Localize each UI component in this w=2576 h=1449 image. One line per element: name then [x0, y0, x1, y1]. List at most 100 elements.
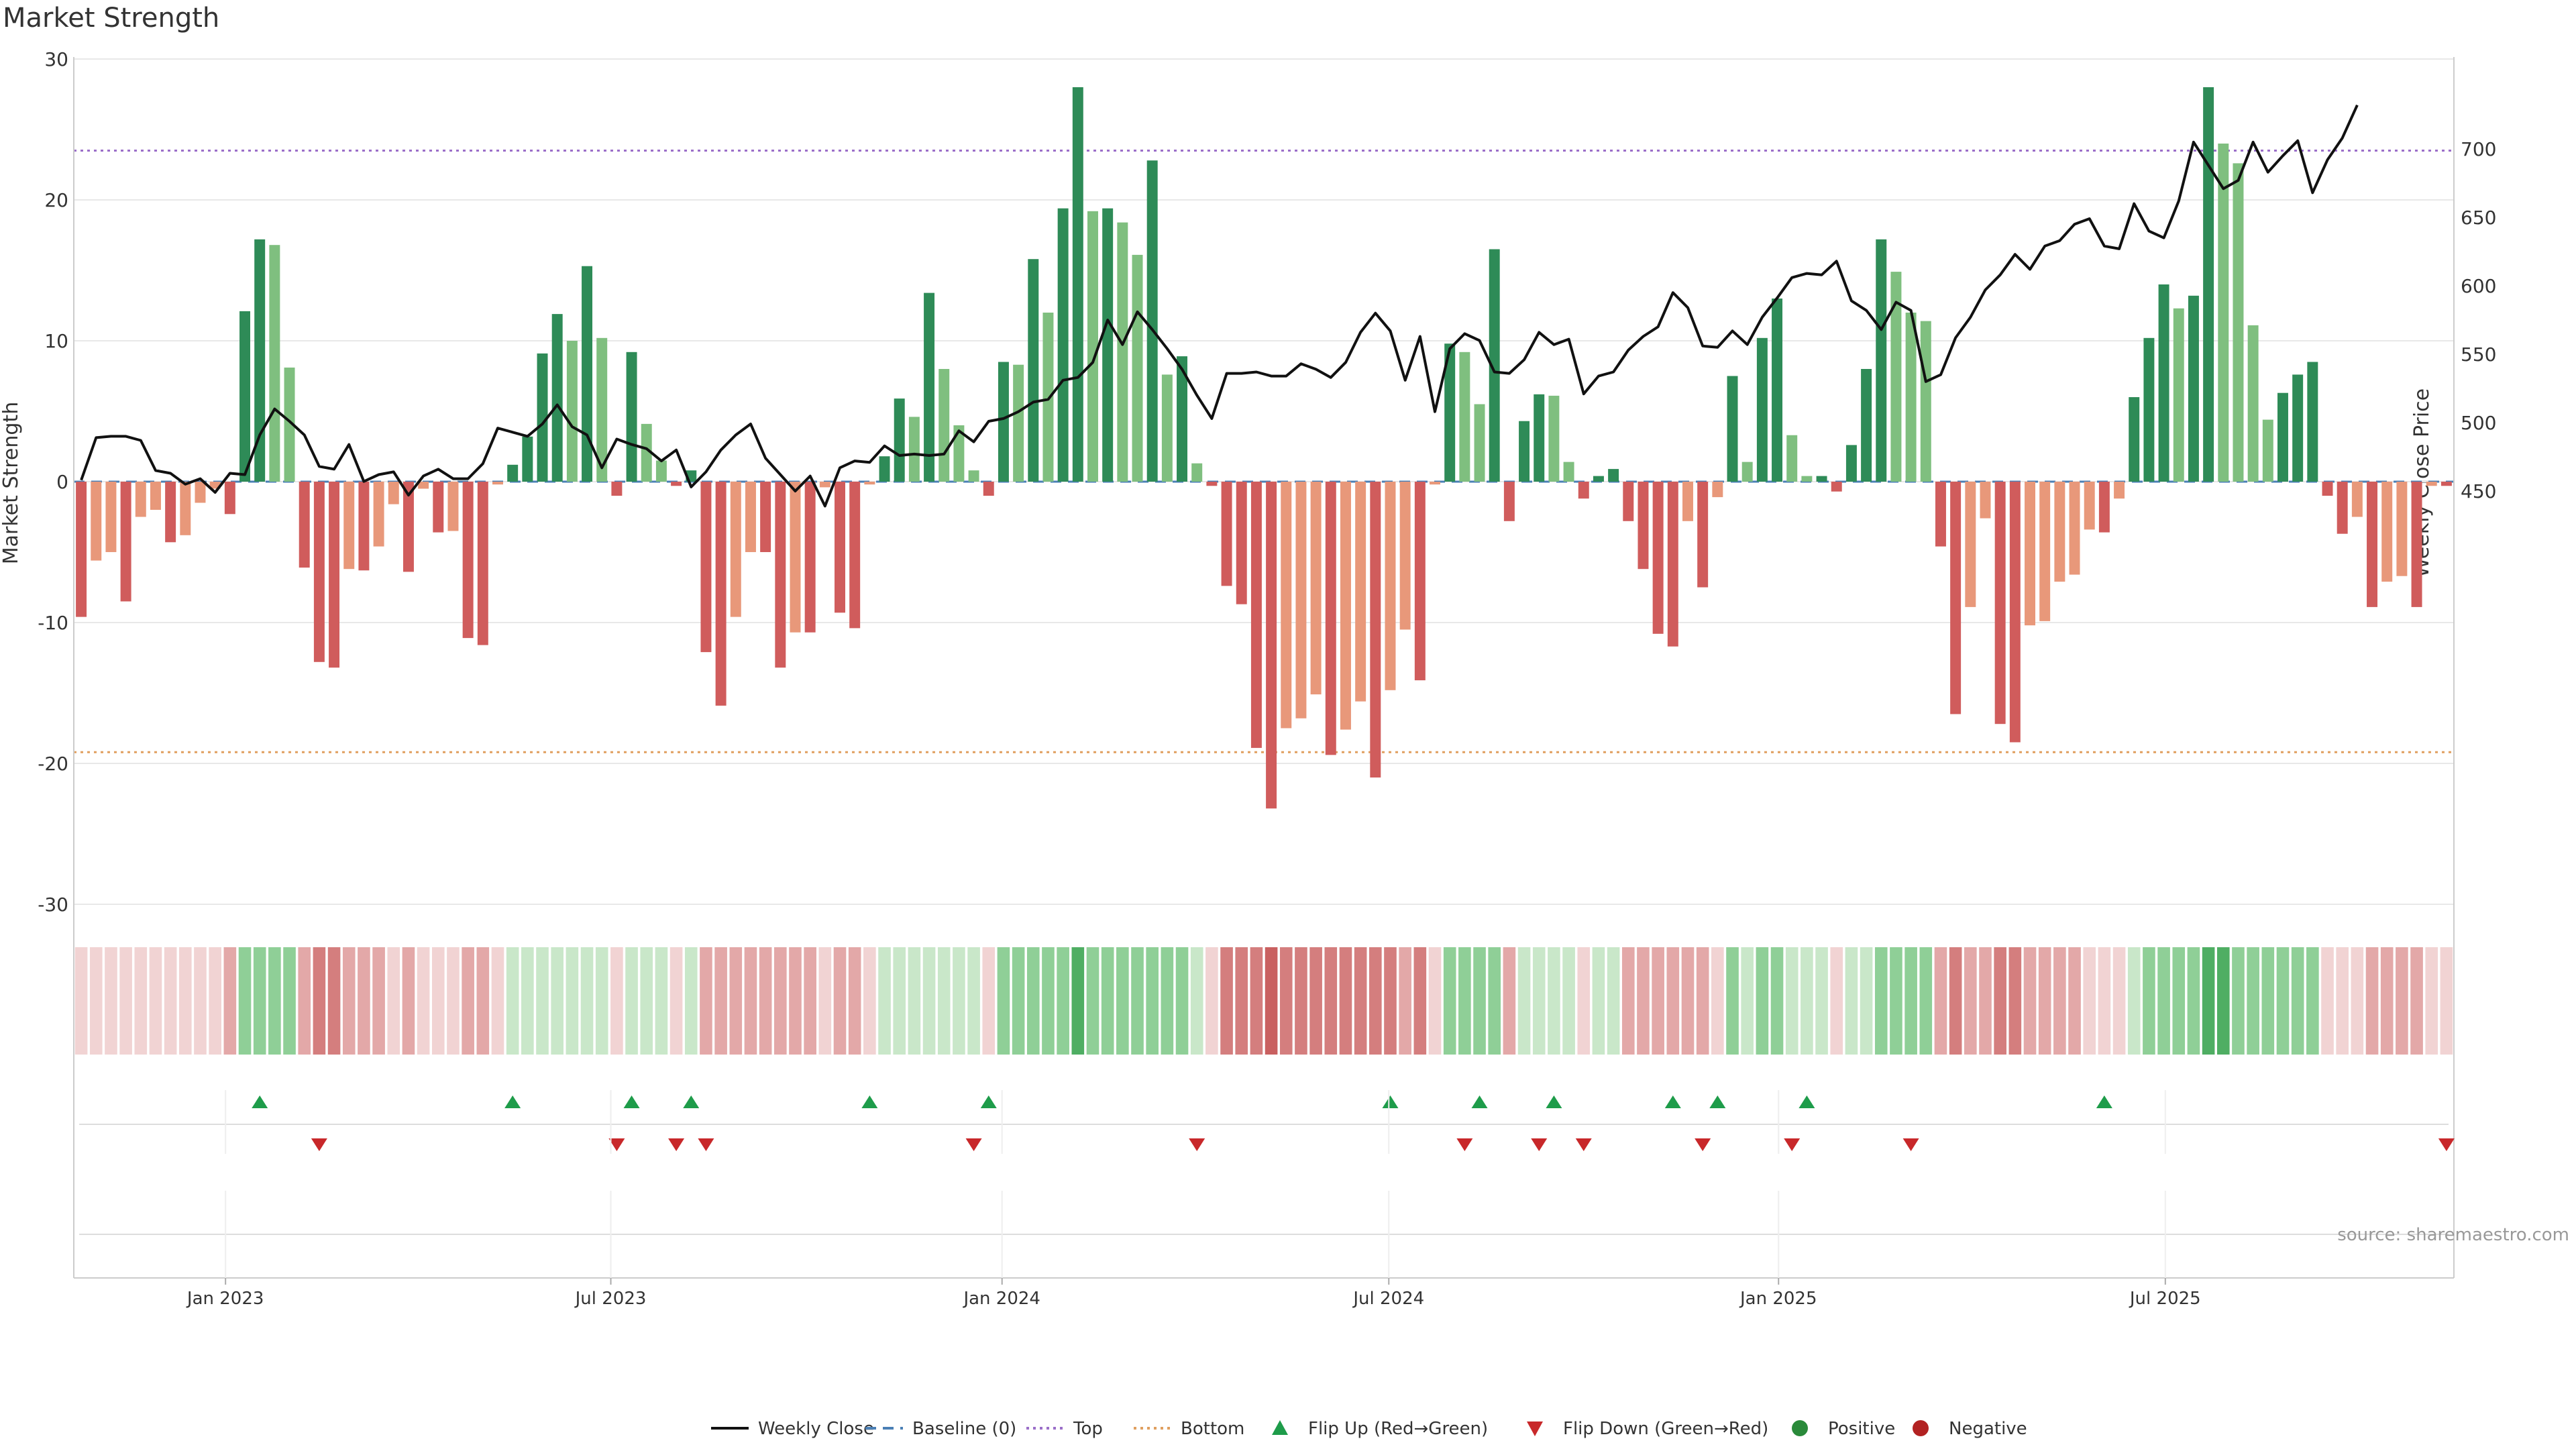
strength-bar: [1459, 352, 1470, 482]
strength-bar: [507, 464, 519, 482]
heat-cell: [1994, 947, 2006, 1055]
strength-bar: [1712, 482, 1723, 498]
heat-cell: [89, 947, 103, 1055]
legend-label: Flip Up (Red→Green): [1308, 1419, 1488, 1439]
strength-bar: [1414, 482, 1426, 681]
strength-bar: [1861, 369, 1872, 482]
heat-cell: [253, 947, 266, 1055]
heat-cell: [476, 947, 490, 1055]
heat-cell: [714, 947, 727, 1055]
strength-bar: [2440, 482, 2452, 486]
heat-cell: [1726, 947, 1739, 1055]
heat-cell: [566, 947, 579, 1055]
strength-bar: [938, 369, 950, 482]
flip-down-marker: [698, 1138, 714, 1151]
strength-bar: [224, 482, 235, 515]
flip-markers: [79, 1095, 2455, 1235]
heat-cell: [2291, 947, 2304, 1055]
heat-cell: [462, 947, 474, 1055]
strength-bar: [894, 398, 905, 482]
strength-bar: [1266, 482, 1277, 809]
strength-bar: [1876, 239, 1887, 482]
strength-bar: [2411, 482, 2422, 607]
y2-tick-label: 500: [2461, 412, 2496, 434]
heat-cell: [833, 947, 847, 1055]
heat-cell: [268, 947, 281, 1055]
heat-cell: [2053, 947, 2066, 1055]
weekly-close-line: [80, 104, 2359, 508]
heat-cell: [327, 947, 341, 1055]
strength-bar: [299, 482, 310, 568]
strength-bar: [2367, 482, 2378, 607]
strength-bar: [195, 482, 206, 503]
heat-cell: [893, 947, 906, 1055]
strength-bar: [2069, 482, 2080, 575]
strength-bar: [1385, 482, 1396, 690]
strength-bar: [1430, 482, 1440, 485]
strength-bar: [730, 482, 741, 617]
strength-bar: [2188, 295, 2199, 482]
x-tick-label: Jan 2024: [962, 1289, 1040, 1309]
heat-cell: [164, 947, 177, 1055]
strength-bars: [76, 87, 2452, 809]
heat-cell: [1295, 947, 1307, 1055]
heat-cell: [1756, 947, 1769, 1055]
strength-bar: [477, 482, 488, 645]
heat-cell: [759, 947, 772, 1055]
strength-bar: [1221, 482, 1232, 586]
strength-bar: [2173, 308, 2184, 482]
strength-bar: [462, 482, 474, 639]
heat-cell: [1934, 947, 1947, 1055]
heat-cell: [2098, 947, 2111, 1055]
chart-title: Market Strength: [3, 3, 219, 34]
legend-label: Positive: [1828, 1419, 1895, 1439]
strength-bar: [1102, 208, 1114, 482]
flip-up-marker: [1664, 1095, 1681, 1108]
heat-cell: [1131, 947, 1144, 1055]
flip-up-marker: [1471, 1095, 1488, 1108]
flip-down-marker: [1695, 1138, 1711, 1151]
heat-cell: [982, 947, 996, 1055]
strength-bar: [596, 337, 608, 482]
heat-cell: [1532, 947, 1546, 1055]
flip-down-marker: [311, 1138, 327, 1151]
strength-bar: [2426, 482, 2437, 486]
heat-cell: [2172, 947, 2186, 1055]
strength-bar: [343, 482, 355, 570]
heat-cell: [1354, 947, 1367, 1055]
strength-bar: [2203, 87, 2214, 482]
strength-bar: [269, 245, 280, 482]
x-tick-label: Jan 2025: [1739, 1289, 1817, 1309]
strength-bar: [2233, 163, 2244, 482]
heat-cell: [610, 947, 623, 1055]
heat-cell: [640, 947, 653, 1055]
strength-bar: [1920, 321, 1931, 482]
heat-cell: [655, 947, 668, 1055]
heat-cell: [134, 947, 148, 1055]
strength-bar: [492, 482, 503, 485]
strength-bar: [998, 362, 1009, 482]
heat-cell: [2216, 947, 2230, 1055]
heat-cell: [149, 947, 162, 1055]
flip-down-marker: [1902, 1138, 1919, 1151]
heat-cell: [744, 947, 757, 1055]
strength-bar: [105, 482, 117, 552]
heat-cell: [1146, 947, 1159, 1055]
strength-bar: [313, 482, 325, 662]
strength-bar: [700, 482, 712, 653]
strength-bar: [879, 456, 890, 482]
strength-bar: [2084, 482, 2095, 530]
heat-cell: [1250, 947, 1263, 1055]
x-tick-label: Jan 2023: [186, 1289, 264, 1309]
strength-bar: [1281, 482, 1292, 729]
flip-down-marker: [1575, 1138, 1592, 1151]
heat-cell: [1919, 947, 1933, 1055]
x-axis: Jan 2023 Jul 2023 Jan 2024 Jul 2024 Jan 2025…: [74, 1090, 2454, 1309]
heat-cell: [521, 947, 534, 1055]
heat-cell: [2157, 947, 2170, 1055]
legend-label: Negative: [1949, 1419, 2027, 1439]
strength-bar: [209, 482, 221, 489]
legend-label: Top: [1073, 1419, 1103, 1439]
flip-up-marker: [1709, 1095, 1726, 1108]
strength-bar: [745, 482, 756, 552]
